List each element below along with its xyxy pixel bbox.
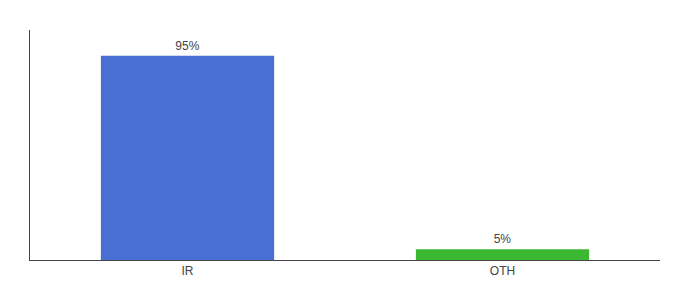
svg-text:OTH: OTH: [490, 264, 515, 278]
svg-text:5%: 5%: [494, 232, 512, 246]
svg-text:95%: 95%: [175, 39, 199, 53]
svg-text:IR: IR: [182, 264, 194, 278]
